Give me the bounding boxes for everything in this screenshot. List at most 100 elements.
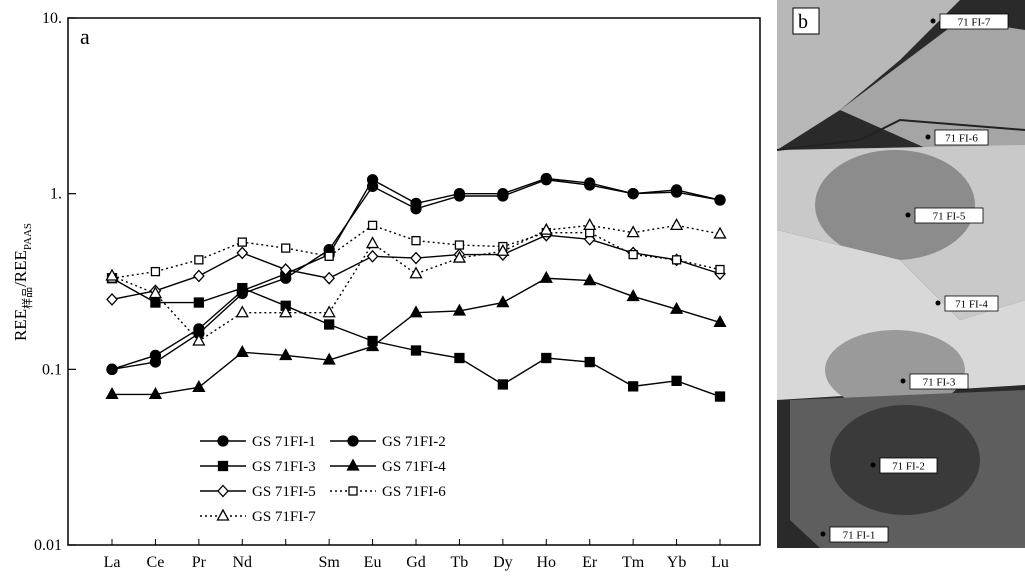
x-tick-label: La [104,554,121,571]
point [453,190,466,202]
photo-panel: b [776,0,1025,548]
point [106,292,118,306]
point [235,305,249,318]
point [714,391,726,402]
point [192,379,206,392]
legend-label: GS 71FI-3 [252,459,316,475]
point [148,286,163,299]
point [539,222,553,235]
x-tick-label: Dy [493,554,513,571]
x-tick-label: Ce [147,554,165,571]
spot-dot [820,531,826,537]
spot-dot [900,378,906,384]
point [454,240,465,250]
crystal [840,20,1025,150]
point [497,190,509,202]
y-tick-label: 10. [42,10,62,27]
point [540,174,552,186]
point [281,243,291,253]
y-axis-label: REE样品/REEPAAS [11,223,34,341]
point [584,356,595,368]
spot-label: 71 FI-7 [958,17,991,29]
spot-label: 71 FI-6 [945,133,978,145]
y-label-main: REE [11,309,30,341]
point [148,387,163,400]
x-tick-label: Sm [318,554,340,571]
y-label-sep: /REE [11,250,30,287]
point [324,251,334,261]
crystal-core [815,150,975,260]
x-tick-label: Eu [364,554,382,571]
point [193,297,205,308]
point [410,251,422,265]
spot-label-box [939,13,1009,30]
point [217,484,229,498]
spot-label-box [914,207,984,224]
spot-label: 71 FI-1 [843,530,876,542]
legend-item: GS 71FI-7 [200,508,316,525]
x-tick-label: Tb [451,554,469,571]
series [106,174,726,375]
point [236,246,249,260]
point [149,356,162,368]
legend-label: GS 71FI-6 [382,484,446,500]
point [410,203,422,215]
point [411,236,421,246]
plot-frame [67,17,761,546]
point [216,508,230,521]
legend-label: GS 71FI-1 [252,434,316,450]
legend-label: GS 71FI-7 [252,509,316,525]
spot-label: 71 FI-2 [892,461,925,473]
panel-label-box [792,7,820,35]
x-tick-label: Nd [233,554,253,571]
point [713,315,727,328]
x-tick-label: Yb [667,554,687,571]
point [670,186,683,198]
crack [776,118,1025,151]
panel-label: a [80,24,90,49]
legend-label: GS 71FI-2 [382,434,446,450]
crystal [777,0,960,150]
x-tick-label: Lu [711,554,729,571]
point [454,352,465,364]
legend-item: GS 71FI-1 [200,434,316,450]
y-label-sub2: PAAS [22,223,34,250]
point [410,345,422,356]
point [583,218,597,231]
legend-item: GS 71FI-4 [330,458,446,475]
point [347,435,359,447]
point [105,268,119,281]
point [627,381,639,392]
point [279,263,292,276]
legend-item: GS 71FI-2 [330,434,446,450]
point [671,255,682,265]
point [106,363,118,375]
point [348,486,358,496]
series [105,218,727,346]
spot-label: 71 FI-3 [923,377,956,389]
point [235,344,249,357]
x-tick-label: Ho [537,554,557,571]
point [150,297,161,308]
series-line [111,224,721,279]
point [497,379,509,390]
point [365,236,380,249]
y-tick-label: 1. [50,186,62,203]
y-label-sub: 样品 [20,287,34,309]
y-tick-label: 0.01 [34,537,62,554]
point [409,266,423,279]
point [322,305,336,318]
point [452,303,467,316]
x-tick-label: Er [582,554,598,571]
point [192,269,205,283]
point [279,348,293,361]
spot-dot [925,134,931,140]
point [713,226,727,239]
spot-label-box [909,373,969,390]
spot-label-box [934,129,989,146]
spot-dot [930,18,936,24]
point [217,460,229,472]
point [366,180,379,193]
point [669,301,684,314]
